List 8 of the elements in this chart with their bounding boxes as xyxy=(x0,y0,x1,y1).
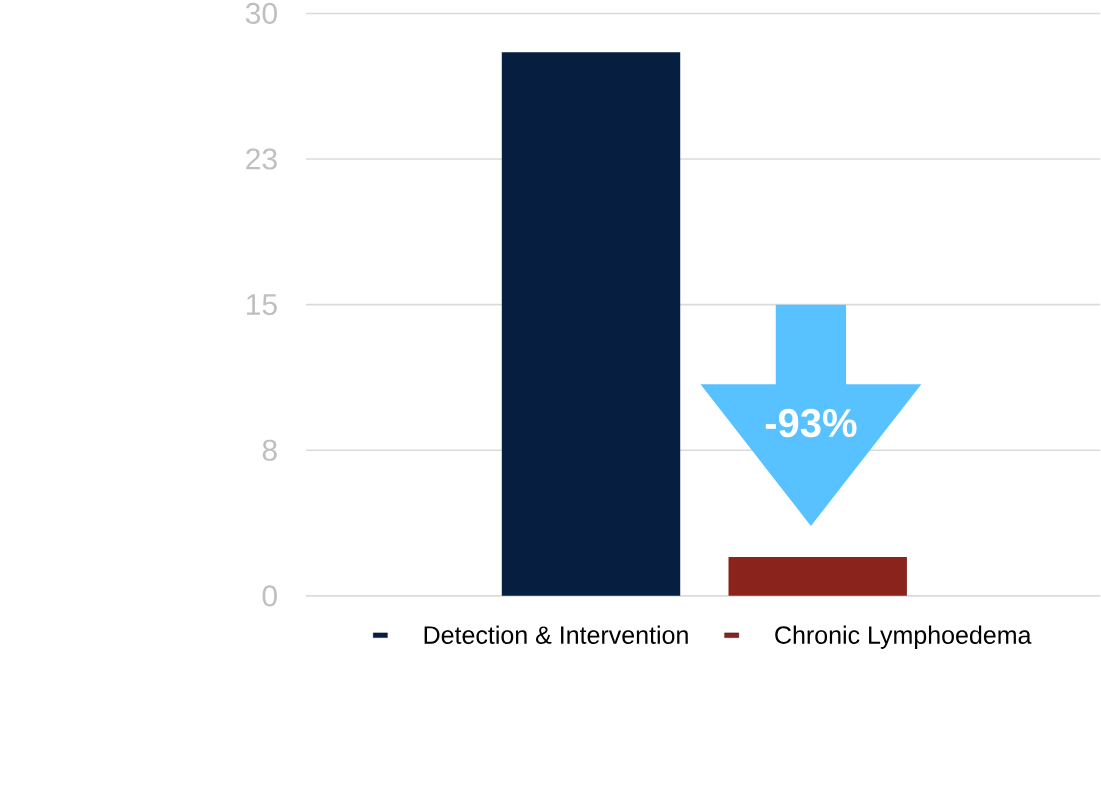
y-tick-label: 15 xyxy=(247,294,277,316)
y-tick-label: 8 xyxy=(262,439,277,461)
legend-label: Detection & Intervention xyxy=(424,625,688,644)
y-tick-label: 23 xyxy=(246,148,277,170)
annotation: -93% xyxy=(765,408,857,438)
y-tick-label: 30 xyxy=(245,2,277,24)
y-tick-label: 0 xyxy=(262,585,277,607)
legend-label: Chronic Lymphoedema xyxy=(775,625,1032,649)
